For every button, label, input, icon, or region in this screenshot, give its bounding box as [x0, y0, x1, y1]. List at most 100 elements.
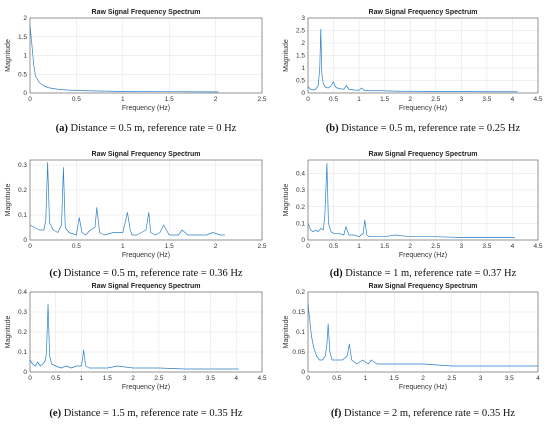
- x-tick-label: 0.5: [332, 375, 341, 382]
- y-tick-label: 0.4: [18, 289, 27, 296]
- x-tick-label: 2: [408, 96, 412, 103]
- series-line: [307, 162, 515, 238]
- chart-title: Raw Signal Frequency Spectrum: [92, 283, 201, 290]
- chart-title: Raw Signal Frequency Spectrum: [369, 9, 478, 16]
- x-tick-label: 1: [357, 243, 361, 250]
- x-tick-label: 0.5: [51, 375, 60, 382]
- x-tick-label: 0.5: [72, 96, 81, 103]
- series-line: [29, 303, 239, 370]
- panel-caption: (e) Distance = 1.5 m, reference rate = 0…: [49, 408, 243, 419]
- x-axis-label: Frequency (Hz): [122, 384, 170, 391]
- caption-letter: (e): [49, 408, 61, 419]
- x-tick-label: 0.5: [72, 243, 81, 250]
- x-tick-label: 1: [121, 243, 125, 250]
- caption-text: Distance = 2 m, reference rate = 0.35 Hz: [341, 408, 515, 419]
- caption-letter: (c): [49, 268, 61, 279]
- axes-frame: [307, 291, 539, 373]
- x-tick-label: 1: [121, 96, 125, 103]
- axes-frame: [29, 17, 263, 94]
- caption-text: Distance = 1.5 m, reference rate = 0.35 …: [61, 408, 243, 419]
- y-tick-label: 0: [301, 237, 305, 244]
- y-tick-label: 0.2: [18, 329, 27, 336]
- y-tick-label: 0.2: [296, 289, 305, 296]
- y-tick-label: 0.3: [296, 187, 305, 194]
- chart-title: Raw Signal Frequency Spectrum: [369, 283, 478, 290]
- x-tick-label: 2.5: [257, 96, 266, 103]
- y-tick-label: 0.15: [292, 309, 305, 316]
- axes-frame: [29, 159, 263, 241]
- chart-title: Raw Signal Frequency Spectrum: [92, 9, 201, 16]
- caption-text: Distance = 1 m, reference rate = 0.37 Hz: [343, 268, 517, 279]
- x-tick-label: 1: [357, 96, 361, 103]
- x-tick-label: 1.5: [380, 243, 389, 250]
- panel-caption: (b) Distance = 0.5 m, reference rate = 0…: [326, 123, 521, 134]
- y-tick-label: 0: [23, 237, 27, 244]
- y-tick-label: 0.4: [296, 171, 305, 178]
- x-tick-label: 0: [306, 96, 310, 103]
- chart-panel-a: 0 0.5 1 1.5 2 2.5 0 0.5 1 1.5 2 Raw Signal Frequenc…: [5, 9, 267, 134]
- caption-text: Distance = 0.5 m, reference rate = 0 Hz: [68, 123, 237, 134]
- y-tick-label: 0.5: [18, 71, 27, 78]
- y-tick-label: 1.5: [296, 53, 305, 60]
- y-axis-label: Magnitude: [283, 184, 290, 217]
- caption-letter: (b): [326, 123, 339, 134]
- series-line: [307, 303, 538, 367]
- chart-panel-e: 0 0.5 1 1.5 2 2.5 3 3.5 4 4.5 0 0.1 0.2 0.3 0.4 Raw Sig…: [5, 283, 267, 419]
- x-tick-label: 1.5: [165, 243, 174, 250]
- x-tick-label: 4: [511, 243, 515, 250]
- y-tick-label: 0.1: [18, 212, 27, 219]
- y-tick-label: 2: [23, 15, 27, 22]
- caption-text: Distance = 0.5 m, reference rate = 0.36 …: [61, 268, 243, 279]
- chart-panel-d: 0 0.5 1 1.5 2 2.5 3 3.5 4 4.5 0 0.1 0.2 0.3 0.4 Raw Sig…: [283, 151, 543, 279]
- x-tick-label: 2: [214, 243, 218, 250]
- axes-frame: [307, 159, 539, 241]
- x-tick-label: 3: [183, 375, 187, 382]
- x-tick-label: 3.5: [482, 243, 491, 250]
- x-tick-label: 4.5: [533, 243, 542, 250]
- panel-caption: (f) Distance = 2 m, reference rate = 0.3…: [331, 408, 515, 419]
- y-tick-label: 1: [23, 53, 27, 60]
- y-tick-label: 0: [301, 90, 305, 97]
- series-line: [307, 28, 518, 93]
- x-axis-label: Frequency (Hz): [399, 384, 447, 391]
- y-tick-label: 0: [23, 90, 27, 97]
- x-tick-label: 2.5: [431, 96, 440, 103]
- x-tick-label: 2.5: [447, 375, 456, 382]
- y-tick-label: 0.3: [18, 309, 27, 316]
- x-tick-label: 4: [234, 375, 238, 382]
- x-axis-label: Frequency (Hz): [122, 252, 170, 259]
- x-tick-label: 0: [306, 243, 310, 250]
- y-tick-label: 0.2: [18, 187, 27, 194]
- x-axis-label: Frequency (Hz): [399, 105, 447, 112]
- axes-frame: [29, 291, 263, 373]
- y-tick-label: 0: [23, 369, 27, 376]
- panel-caption: (a) Distance = 0.5 m, reference rate = 0…: [56, 123, 237, 134]
- y-tick-label: 0.2: [296, 204, 305, 211]
- y-tick-label: 0.1: [296, 329, 305, 336]
- x-tick-label: 1.5: [103, 375, 112, 382]
- y-tick-label: 1: [301, 65, 305, 72]
- series-line: [29, 162, 225, 236]
- chart-panel-f: 0 0.5 1 1.5 2 2.5 3 3.5 4 0 0.05 0.1 0.15 0.2 Raw Sign…: [283, 283, 540, 419]
- y-axis-label: Magnitude: [5, 184, 12, 217]
- x-tick-label: 2: [131, 375, 135, 382]
- plot-area: [308, 160, 538, 240]
- caption-letter: (a): [56, 123, 69, 134]
- y-tick-label: 0.1: [296, 221, 305, 228]
- x-tick-label: 3: [460, 96, 464, 103]
- caption-letter: (f): [331, 408, 342, 419]
- x-tick-label: 1.5: [390, 375, 399, 382]
- x-tick-label: 4.5: [257, 375, 266, 382]
- x-tick-label: 0: [28, 375, 32, 382]
- y-tick-label: 0.5: [296, 78, 305, 85]
- x-tick-label: 1: [80, 375, 84, 382]
- x-axis-label: Frequency (Hz): [399, 252, 447, 259]
- x-tick-label: 1.5: [380, 96, 389, 103]
- plot-area: [30, 160, 262, 240]
- y-tick-label: 0: [301, 369, 305, 376]
- chart-title: Raw Signal Frequency Spectrum: [92, 151, 201, 158]
- x-tick-label: 2.5: [257, 243, 266, 250]
- x-tick-label: 3: [479, 375, 483, 382]
- x-tick-label: 0.5: [329, 96, 338, 103]
- caption-letter: (d): [330, 268, 343, 279]
